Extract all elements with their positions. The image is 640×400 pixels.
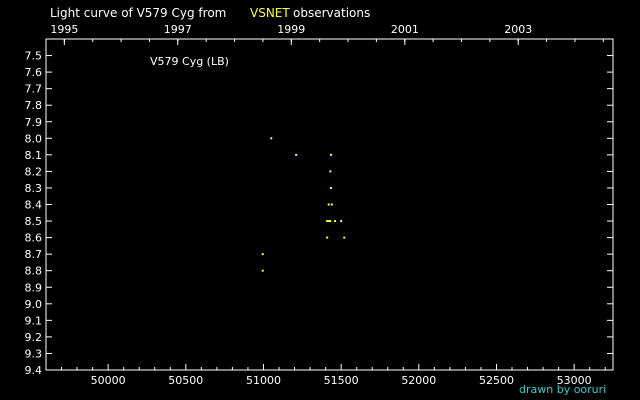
year-tick-label: 2003 [504, 23, 532, 36]
y-tick-label: 8.5 [25, 215, 43, 228]
chart-title: Light curve of V579 Cyg from VSNET obser… [50, 6, 370, 20]
data-point [330, 153, 333, 156]
data-point [343, 236, 346, 239]
y-tick-label: 7.6 [25, 66, 43, 79]
data-point [329, 170, 332, 173]
data-point [327, 220, 330, 223]
x-axis-ticks: 50000 50500 51000 51500 52000 52500 53000 [61, 364, 606, 387]
x-tick-label: 53000 [557, 374, 592, 387]
y-tick-label: 7.7 [25, 83, 43, 96]
x-tick-label: 52000 [401, 374, 436, 387]
x-tick-label: 51500 [324, 374, 359, 387]
year-tick-label: 1997 [164, 23, 192, 36]
credit-label: drawn by ooruri [519, 383, 606, 396]
title-source: VSNET [250, 6, 290, 20]
data-point [261, 269, 264, 272]
y-tick-label: 9.3 [25, 347, 43, 360]
y-tick-label: 7.9 [25, 116, 43, 129]
data-point [270, 137, 273, 140]
data-point [261, 253, 264, 256]
y-tick-label: 9.1 [25, 314, 43, 327]
year-tick-label: 1999 [277, 23, 305, 36]
y-tick-label: 7.8 [25, 99, 43, 112]
x-tick-label: 50000 [91, 374, 126, 387]
title-prefix: Light curve of V579 Cyg from [50, 6, 226, 20]
y-tick-label: 8.7 [25, 248, 43, 261]
title-suffix: observations [293, 6, 370, 20]
data-points [261, 137, 346, 272]
star-annotation: V579 Cyg (LB) [150, 55, 229, 68]
y-tick-label: 8.2 [25, 165, 43, 178]
y-tick-label: 9.0 [25, 298, 43, 311]
y-tick-label: 8.3 [25, 182, 43, 195]
data-point [330, 203, 333, 206]
data-point [327, 203, 330, 206]
data-point [333, 220, 336, 223]
y-tick-label: 9.2 [25, 331, 43, 344]
y-tick-label: 9.4 [25, 364, 43, 377]
x-tick-label: 50500 [168, 374, 203, 387]
year-axis-ticks: 1995 1997 1999 2001 2003 [50, 23, 604, 45]
x-tick-label: 51000 [246, 374, 281, 387]
y-tick-label: 8.4 [25, 199, 43, 212]
data-point [295, 153, 298, 156]
y-tick-label: 8.8 [25, 265, 43, 278]
data-point [326, 236, 329, 239]
y-tick-label: 8.1 [25, 149, 43, 162]
x-tick-label: 52500 [479, 374, 514, 387]
y-tick-label: 7.5 [25, 50, 43, 63]
data-point [340, 220, 343, 223]
year-tick-label: 1995 [50, 23, 78, 36]
data-point [329, 220, 332, 223]
y-tick-label: 8.0 [25, 132, 43, 145]
y-axis-ticks: 7.5 7.6 7.7 7.8 7.9 8.0 8.1 8.2 8.3 8.4 8.5 8.6 8.7 8… [25, 50, 613, 377]
y-tick-label: 8.9 [25, 281, 43, 294]
data-point [330, 186, 333, 189]
y-tick-label: 8.6 [25, 232, 43, 245]
data-point [326, 220, 329, 223]
year-tick-label: 2001 [391, 23, 419, 36]
